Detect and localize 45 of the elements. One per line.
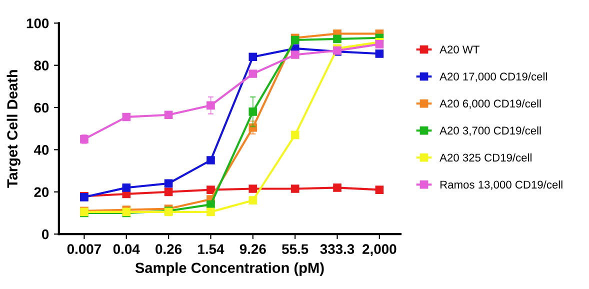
legend-label: A20 6,000 CD19/cell (440, 99, 541, 109)
point (122, 184, 131, 192)
y-tick-label: 40 (34, 145, 49, 155)
point (290, 130, 300, 140)
point (122, 112, 131, 122)
point (206, 156, 215, 164)
point (164, 179, 173, 188)
x-tick-label: 55.5 (282, 244, 308, 254)
x-tick-label: 9.26 (240, 244, 266, 254)
point (248, 70, 258, 78)
point (206, 208, 215, 216)
x-tick-label: 0.26 (156, 244, 182, 254)
x-axis-title: Sample Concentration (pM) (135, 262, 324, 276)
point (333, 184, 342, 192)
point (375, 186, 384, 194)
point (206, 200, 215, 209)
point (206, 101, 215, 110)
point (206, 186, 215, 194)
y-tick-label: 20 (34, 187, 49, 198)
point (290, 50, 300, 59)
point (248, 108, 258, 116)
y-tick-label: 0 (42, 229, 49, 240)
legend-label: Ramos 13,000 CD19/cell (440, 180, 562, 190)
legend-label: A20 3,700 CD19/cell (440, 126, 541, 136)
legend-label: A20 17,000 CD19/cell (440, 72, 547, 82)
point (248, 52, 258, 62)
x-tick-label: 1.54 (198, 244, 224, 254)
point (375, 40, 384, 48)
point (290, 184, 300, 193)
y-tick-label: 80 (34, 60, 49, 70)
point (248, 184, 258, 193)
legend-label: A20 WT (440, 46, 480, 54)
point (333, 34, 342, 44)
x-tick-label: 0.04 (113, 244, 140, 254)
x-tick-label: 0.007 (67, 244, 101, 254)
point (164, 188, 173, 196)
point (375, 50, 384, 58)
x-tick-label: 2,000 (362, 244, 396, 256)
x-tick-label: 333.3 (320, 244, 354, 254)
point (248, 196, 258, 204)
y-tick-label: 60 (34, 102, 49, 113)
y-axis-title: Target Cell Death (6, 70, 20, 188)
legend-label: A20 325 CD19/cell (440, 153, 532, 162)
y-tick-label: 100 (26, 18, 49, 28)
point (164, 110, 173, 120)
